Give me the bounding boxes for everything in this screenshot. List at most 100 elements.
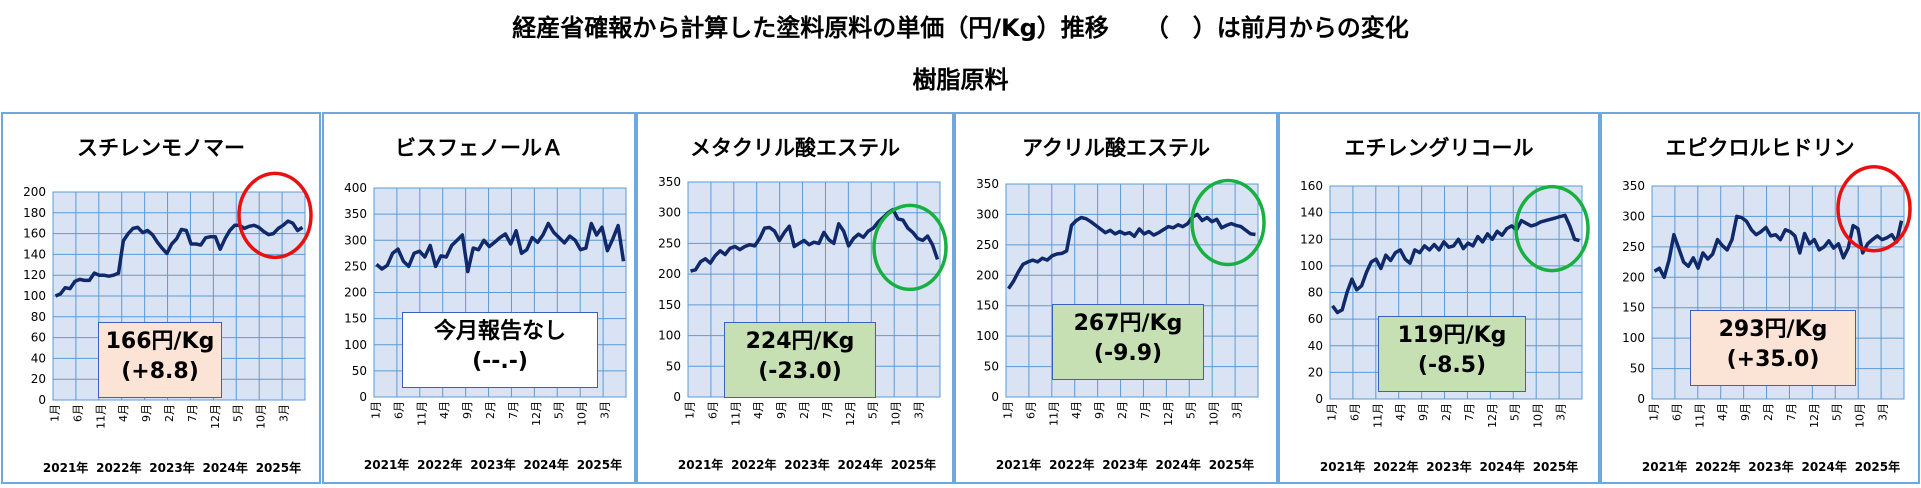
x-tick-label: 1月	[48, 404, 61, 422]
page-title: 経産省確報から計算した塗料原料の単価（円/Kg）推移 （ ）は前月からの変化	[512, 14, 1409, 42]
chart-title: ビスフェノールＡ	[395, 136, 563, 160]
y-tick-label: 300	[344, 233, 367, 247]
y-tick-label: 140	[23, 247, 46, 261]
price-value: 166円/Kg	[105, 329, 215, 354]
x-tick-label: 2月	[1440, 403, 1453, 421]
chart-svg: 0 50 100 150 200 250 300 350 1月 6月 11月 4月 9月 2月 7月 12月 5…	[1622, 164, 1912, 474]
price-change: (--.-)	[472, 349, 528, 374]
y-tick-label: 0	[991, 390, 999, 404]
y-tick-label: 300	[658, 206, 681, 220]
year-label: 2022年	[96, 460, 141, 475]
highlight-ellipse	[872, 203, 948, 292]
year-label: 2024年	[1155, 457, 1200, 472]
x-tick-label: 10月	[1532, 403, 1545, 428]
y-tick-label: 50	[666, 359, 681, 373]
chart-title: エピクロルヒドリン	[1665, 136, 1855, 160]
x-tick-label: 12月	[844, 401, 857, 426]
x-tick-label: 1月	[683, 401, 696, 419]
year-label: 2022年	[1695, 459, 1740, 474]
x-tick-label: 5月	[553, 401, 566, 419]
series-line	[54, 219, 304, 298]
y-tick-label: 140	[1300, 206, 1323, 220]
y-tick-label: 200	[658, 267, 681, 281]
chart-svg: 0 50 100 150 200 250 300 350 1月 6月 11月 4月 9月 2月 7月 12月 5…	[658, 175, 948, 472]
y-tick-label: 0	[38, 393, 46, 407]
y-tick-label: 0	[1637, 392, 1645, 406]
chart-title: アクリル酸エステル	[1022, 136, 1210, 160]
x-tick-label: 12月	[1808, 403, 1821, 428]
year-label: 2021年	[1642, 459, 1687, 474]
year-label: 2023年	[1426, 459, 1471, 474]
x-tick-label: 6月	[1024, 401, 1037, 419]
x-tick-label: 9月	[461, 401, 474, 419]
y-tick-label: 60	[1308, 312, 1323, 326]
x-tick-label: 6月	[706, 401, 719, 419]
x-tick-label: 4月	[1716, 403, 1729, 421]
chart-panel: エピクロルヒドリン 0 50 100 150 200 250 300 350 1月 6月 11月 4月 9…	[1600, 112, 1920, 484]
page-subtitle: 樹脂原料	[912, 66, 1009, 94]
price-change: (+8.8)	[121, 359, 199, 384]
series-line	[375, 221, 626, 274]
y-tick-label: 120	[1300, 232, 1323, 246]
x-tick-label: 6月	[1348, 403, 1361, 421]
x-tick-label: 7月	[1139, 401, 1152, 419]
y-tick-label: 150	[976, 299, 999, 313]
y-tick-label: 100	[344, 338, 367, 352]
year-label: 2024年	[523, 457, 568, 472]
y-tick-label: 0	[359, 390, 367, 404]
y-tick-label: 200	[976, 268, 999, 282]
x-tick-label: 10月	[1854, 403, 1867, 428]
price-value: 293円/Kg	[1718, 317, 1828, 342]
y-tick-label: 100	[23, 289, 46, 303]
y-tick-label: 200	[1622, 270, 1645, 284]
x-tick-label: 5月	[1509, 403, 1522, 421]
x-tick-label: 4月	[438, 401, 451, 419]
year-label: 2023年	[470, 457, 515, 472]
chart-title: メタクリル酸エステル	[690, 136, 900, 160]
chart-svg: 0 20 40 60 80 100 120 140 160 1月 6月 11月 4月 9月 2月 7月 12月 5…	[1300, 179, 1590, 474]
y-tick-label: 120	[23, 268, 46, 282]
y-tick-label: 150	[1622, 301, 1645, 315]
price-change: (+35.0)	[1726, 347, 1820, 372]
x-tick-label: 2月	[1116, 401, 1129, 419]
x-tick-label: 2月	[163, 404, 176, 422]
y-tick-label: 350	[658, 175, 681, 189]
series-line	[1653, 214, 1904, 280]
year-label: 2022年	[417, 457, 462, 472]
price-annotation: 166円/Kg (+8.8)	[98, 322, 222, 398]
x-tick-label: 12月	[209, 404, 222, 429]
x-tick-label: 1月	[1001, 401, 1014, 419]
year-label: 2021年	[996, 457, 1041, 472]
chart-panel: メタクリル酸エステル 0 50 100 150 200 250 300 350 1月 6月 11月 4月…	[636, 112, 954, 484]
highlight-ellipse	[1190, 178, 1266, 267]
year-label: 2022年	[731, 457, 776, 472]
x-tick-label: 3月	[1231, 401, 1244, 419]
price-annotation: 224円/Kg (-23.0)	[724, 322, 876, 398]
price-annotation: 今月報告なし (--.-)	[402, 312, 598, 388]
year-label: 2022年	[1373, 459, 1418, 474]
highlight-ellipse	[1514, 184, 1590, 273]
year-label: 2023年	[1102, 457, 1147, 472]
x-tick-label: 7月	[1785, 403, 1798, 421]
x-tick-label: 5月	[1831, 403, 1844, 421]
price-annotation: 293円/Kg (+35.0)	[1690, 310, 1856, 386]
series-line	[1331, 213, 1580, 315]
year-label: 2021年	[364, 457, 409, 472]
highlight-ellipse	[1836, 164, 1912, 253]
x-tick-label: 3月	[1555, 403, 1568, 421]
x-tick-label: 10月	[255, 404, 268, 429]
x-tick-label: 4月	[1070, 401, 1083, 419]
y-tick-label: 0	[1315, 392, 1323, 406]
y-tick-label: 180	[23, 206, 46, 220]
x-tick-label: 11月	[1693, 403, 1706, 428]
year-label: 2021年	[678, 457, 723, 472]
y-tick-label: 20	[31, 372, 46, 386]
y-tick-label: 200	[23, 185, 46, 199]
x-tick-label: 4月	[1394, 403, 1407, 421]
year-label: 2021年	[43, 460, 88, 475]
year-label: 2023年	[149, 460, 194, 475]
year-label: 2022年	[1049, 457, 1094, 472]
price-value: 今月報告なし	[433, 319, 566, 344]
chart-panel: スチレンモノマー 0 20 40 60 80 100 120 140 160 180 200 1月 6月 1…	[1, 112, 321, 484]
year-label: 2025年	[1533, 459, 1578, 474]
